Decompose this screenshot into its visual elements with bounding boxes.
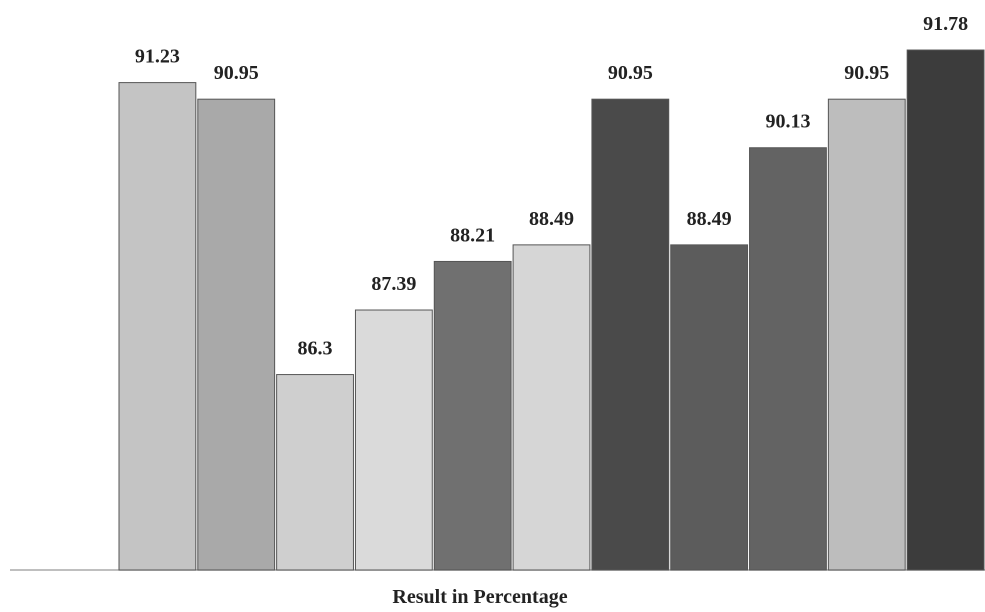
bar <box>906 49 985 571</box>
bar <box>197 98 276 571</box>
bar <box>591 98 670 571</box>
value-label: 91.78 <box>923 13 968 35</box>
value-label: 86.3 <box>298 338 333 360</box>
value-label: 91.23 <box>135 46 180 68</box>
x-axis-label: Result in Percentage <box>392 586 567 608</box>
bar <box>670 244 749 571</box>
bar <box>827 98 906 571</box>
bar <box>118 82 197 571</box>
value-label: 88.49 <box>529 208 574 230</box>
value-label: 87.39 <box>371 273 416 295</box>
value-label: 90.95 <box>844 62 889 84</box>
bar <box>276 374 354 571</box>
bar <box>433 260 512 571</box>
bar <box>354 309 433 571</box>
value-label: 90.13 <box>765 111 810 133</box>
value-label: 88.21 <box>450 224 495 246</box>
value-label: 88.49 <box>687 208 732 230</box>
bar <box>512 244 591 571</box>
value-label: 90.95 <box>214 62 259 84</box>
value-label: 90.95 <box>608 62 653 84</box>
bar <box>749 147 827 571</box>
